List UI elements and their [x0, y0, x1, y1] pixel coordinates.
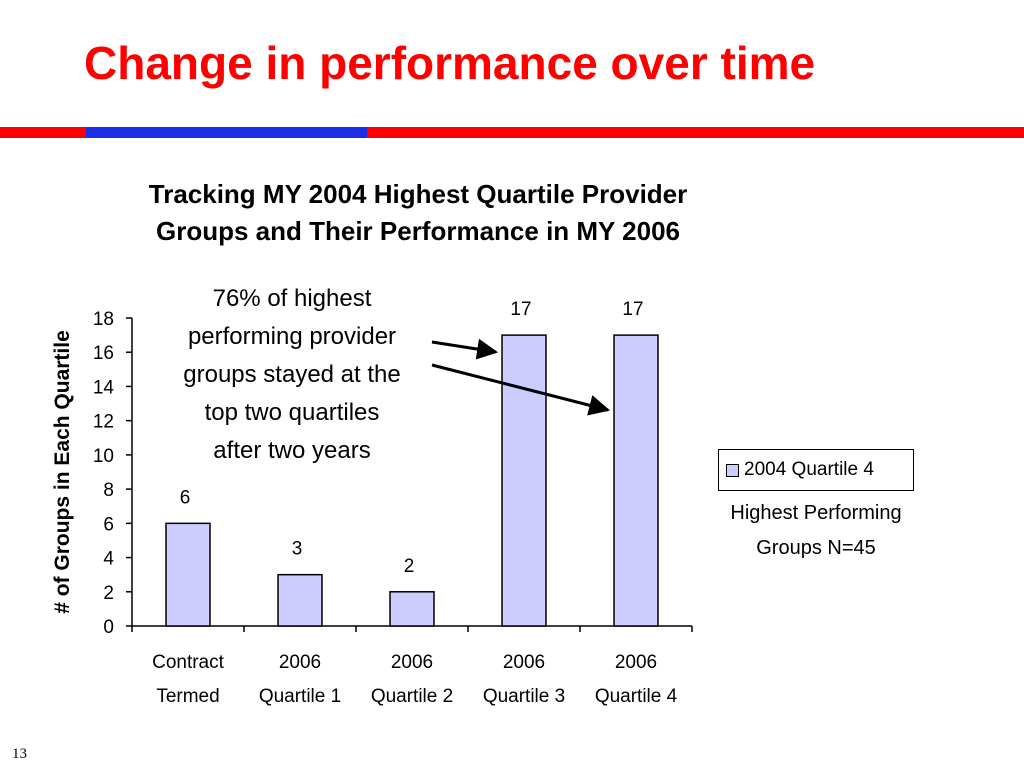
y-tick-label: 12	[93, 412, 114, 433]
data-label: 3	[292, 539, 303, 560]
slide-title: Change in performance over time	[84, 37, 816, 89]
title-rule-red-right	[367, 127, 1024, 138]
x-tick-label: 2006	[279, 652, 321, 673]
callout-line: top two quartiles	[204, 399, 380, 426]
data-label: 6	[180, 487, 191, 508]
bar	[389, 591, 435, 627]
chart-legend: 2004 Quartile 4	[718, 449, 914, 491]
callout-arrow	[431, 338, 499, 360]
bar	[501, 334, 547, 627]
y-tick-label: 10	[93, 446, 114, 467]
data-label: 17	[510, 299, 531, 320]
y-tick-label: 14	[93, 377, 115, 398]
callout-line: groups stayed at the	[183, 361, 401, 388]
chart-title: Tracking MY 2004 Highest Quartile Provid…	[148, 179, 688, 246]
y-tick-label: 6	[103, 514, 114, 535]
legend-entry-label: 2004 Quartile 4	[744, 459, 874, 480]
bar	[277, 573, 323, 627]
callout-line: after two years	[213, 437, 371, 464]
callout-annotation: 76% of highest performing provider group…	[150, 280, 434, 470]
title-rule-red-left	[0, 127, 86, 138]
y-axis-title: # of Groups in Each Quartile	[51, 330, 74, 614]
x-tick-label: 2006	[503, 652, 545, 673]
legend-swatch	[726, 463, 739, 477]
x-tick-label: Contract	[152, 652, 225, 673]
x-tick-label: Quartile 3	[483, 686, 565, 707]
y-tick-label: 2	[103, 583, 114, 604]
x-tick-label: Quartile 2	[371, 686, 453, 707]
y-tick-label: 0	[103, 617, 114, 638]
bar	[165, 522, 211, 627]
bar	[613, 334, 659, 627]
data-label: 2	[404, 556, 415, 577]
legend-note-line: Groups N=45	[756, 537, 876, 559]
data-label: 17	[622, 299, 643, 320]
callout-line: 76% of highest	[212, 285, 372, 312]
x-tick-label: Termed	[156, 686, 219, 707]
slide-number: 13	[12, 746, 27, 762]
y-tick-label: 18	[93, 309, 114, 330]
y-tick-label: 4	[103, 549, 114, 570]
x-tick-label: 2006	[615, 652, 657, 673]
callout-arrow	[431, 363, 611, 416]
legend-note: Highest Performing Groups N=45	[706, 496, 926, 566]
y-tick-label: 8	[103, 480, 114, 501]
x-tick-label: Quartile 4	[595, 686, 678, 707]
callout-line: performing provider	[187, 323, 397, 350]
x-tick-label: Quartile 1	[259, 686, 341, 707]
legend-note-line: Highest Performing	[730, 502, 902, 524]
y-tick-label: 16	[93, 343, 114, 364]
x-tick-label: 2006	[391, 652, 433, 673]
title-rule-blue	[86, 127, 367, 138]
